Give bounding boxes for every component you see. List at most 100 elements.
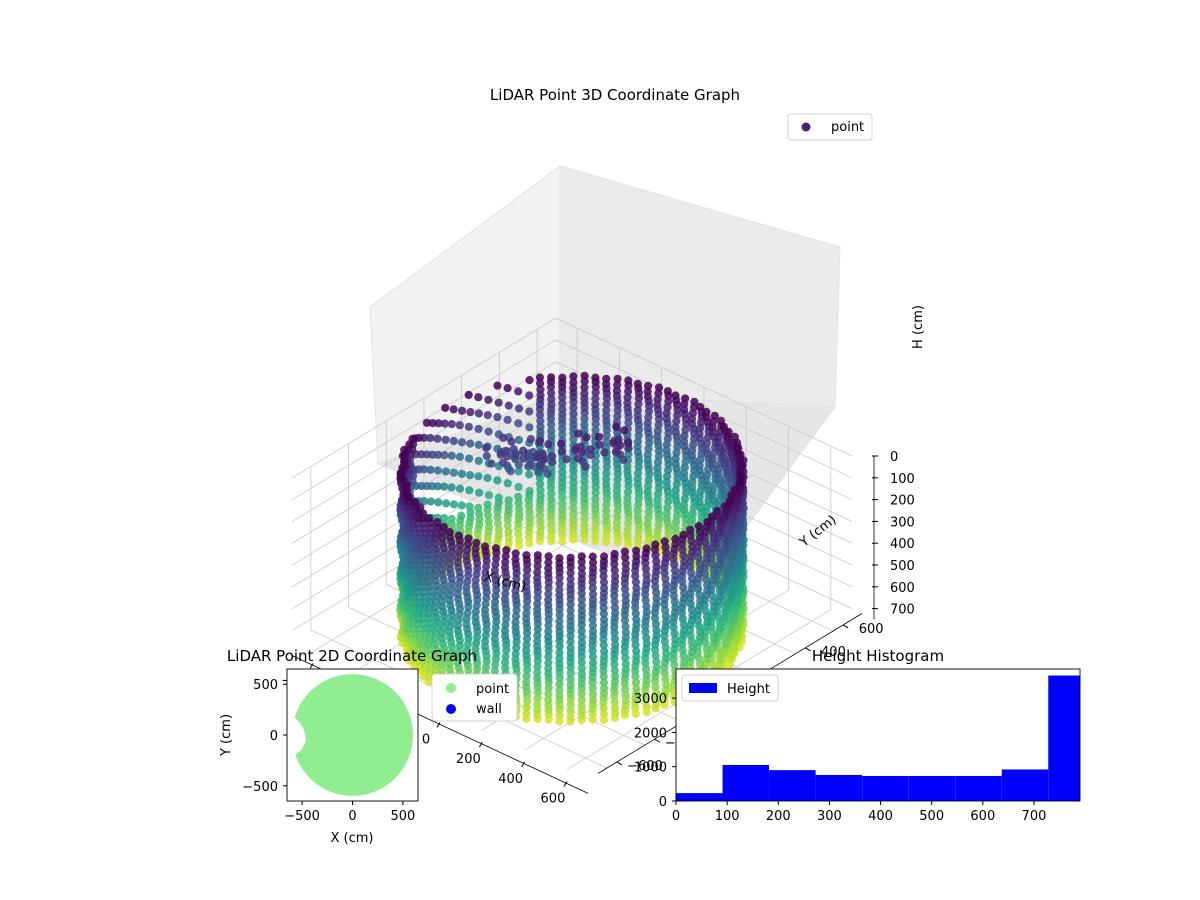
lidar-point-3d xyxy=(591,468,600,478)
lidar-point-3d xyxy=(602,431,611,440)
lidar-point-3d xyxy=(623,530,632,540)
lidar-point-3d xyxy=(511,449,520,458)
lidar-point-3d xyxy=(465,454,474,463)
lidar-point-3d xyxy=(631,672,640,681)
lidar-point-3d xyxy=(555,691,564,700)
lidar-point-3d xyxy=(418,646,427,655)
lidar-point-3d xyxy=(709,634,719,643)
lidar-point-3d xyxy=(547,420,556,429)
lidar-point-3d xyxy=(726,592,735,601)
lidar-point-3d xyxy=(535,410,545,419)
y-axis-label-3d: Y (cm) xyxy=(796,513,839,551)
lidar-point-3d xyxy=(514,467,523,476)
lidar-point-3d xyxy=(580,414,589,423)
lidar-point-3d xyxy=(499,433,508,442)
lidar-point-3d xyxy=(418,614,427,623)
histogram-chart: Height Histogram 0 100 200 300 400 500 600 7000… xyxy=(634,647,1081,824)
lidar-point-3d xyxy=(501,658,510,667)
y-tick-3d xyxy=(654,738,660,743)
back-grid-z xyxy=(555,317,853,457)
lidar-point-3d xyxy=(600,615,609,624)
lidar-point-3d xyxy=(723,464,733,473)
histogram-bar xyxy=(955,775,1002,801)
lidar-point-3d xyxy=(558,531,567,540)
lidar-point-3d xyxy=(721,507,730,517)
x-tick-label-2d: 0 xyxy=(348,809,356,824)
lidar-point-3d xyxy=(641,696,650,705)
lidar-point-3d xyxy=(602,469,611,478)
lidar-point-3d xyxy=(610,660,619,669)
lidar-point-3d xyxy=(535,373,545,382)
lidar-point-3d xyxy=(555,617,564,626)
lidar-point-3d xyxy=(730,644,739,653)
point-region-2d xyxy=(287,674,413,796)
lidar-point-3d xyxy=(558,393,567,402)
lidar-point-3d xyxy=(653,532,662,541)
lidar-point-3d xyxy=(533,631,542,640)
lidar-point-3d xyxy=(536,436,545,445)
lidar-point-3d xyxy=(577,638,587,647)
lidar-point-3d xyxy=(522,551,531,560)
legend-2d-point-marker xyxy=(446,683,456,693)
lidar-point-3d xyxy=(555,711,564,720)
histogram-bar xyxy=(815,774,863,801)
side-grid-z xyxy=(291,339,557,501)
histogram-x-tick-label: 700 xyxy=(1022,809,1047,824)
histogram-y-tick-label: 0 xyxy=(659,795,667,810)
lidar-point-3d xyxy=(480,542,490,551)
lidar-point-3d xyxy=(514,530,523,539)
lidar-point-3d xyxy=(525,376,534,385)
x-tick-3d xyxy=(521,761,526,768)
lidar-point-3d xyxy=(501,583,510,592)
histogram-legend-box xyxy=(681,674,779,702)
lidar-point-3d xyxy=(544,632,553,641)
lidar-point-3d xyxy=(449,436,458,446)
lidar-point-3d xyxy=(591,457,600,466)
lidar-point-3d xyxy=(558,430,567,439)
lidar-point-3d xyxy=(702,507,711,517)
lidar-point-3d xyxy=(405,493,414,502)
lidar-point-3d xyxy=(458,406,467,415)
lidar-point-3d xyxy=(498,458,508,467)
lidar-point-3d xyxy=(591,373,600,382)
lidar-point-3d xyxy=(496,450,505,459)
lidar-point-3d xyxy=(671,635,680,644)
lidar-point-3d xyxy=(609,439,618,448)
lidar-point-3d xyxy=(577,658,586,667)
lidar-point-3d xyxy=(631,603,640,612)
lidar-point-3d xyxy=(566,637,575,647)
histogram-x-tick-label: 500 xyxy=(919,809,944,824)
lidar-point-3d xyxy=(623,525,632,534)
lidar-point-3d xyxy=(512,606,521,615)
lidar-point-3d xyxy=(533,562,542,571)
lidar-point-3d xyxy=(703,517,712,527)
lidar-point-3d xyxy=(642,544,651,553)
lidar-point-3d xyxy=(621,584,630,594)
lidar-point-3d xyxy=(557,447,566,456)
lidar-point-3d xyxy=(536,522,545,532)
lidar-point-3d xyxy=(466,408,475,417)
lidar-point-3d xyxy=(494,493,503,502)
lidar-point-3d xyxy=(445,528,454,537)
y-tick-3d xyxy=(616,761,623,766)
lidar-point-3d xyxy=(613,512,622,521)
lidar-point-3d xyxy=(721,639,730,649)
lidar-point-3d xyxy=(634,468,643,478)
lidar-point-3d xyxy=(441,467,450,476)
lidar-point-3d xyxy=(437,666,447,675)
lidar-point-3d xyxy=(536,379,545,388)
lidar-point-3d xyxy=(574,454,583,463)
lidar-point-3d xyxy=(462,620,471,629)
lidar-point-3d xyxy=(725,623,735,632)
lidar-point-3d xyxy=(680,405,689,414)
lidar-point-3d xyxy=(569,372,578,381)
lidar-point-3d xyxy=(653,500,662,510)
lidar-point-3d xyxy=(424,640,433,650)
lidar-point-3d xyxy=(547,389,556,398)
legend-2d: point wall xyxy=(431,673,518,722)
lidar-point-3d xyxy=(474,456,483,465)
lidar-point-3d xyxy=(514,435,524,445)
lidar-point-3d xyxy=(425,514,434,523)
lidar-point-3d xyxy=(671,391,680,400)
